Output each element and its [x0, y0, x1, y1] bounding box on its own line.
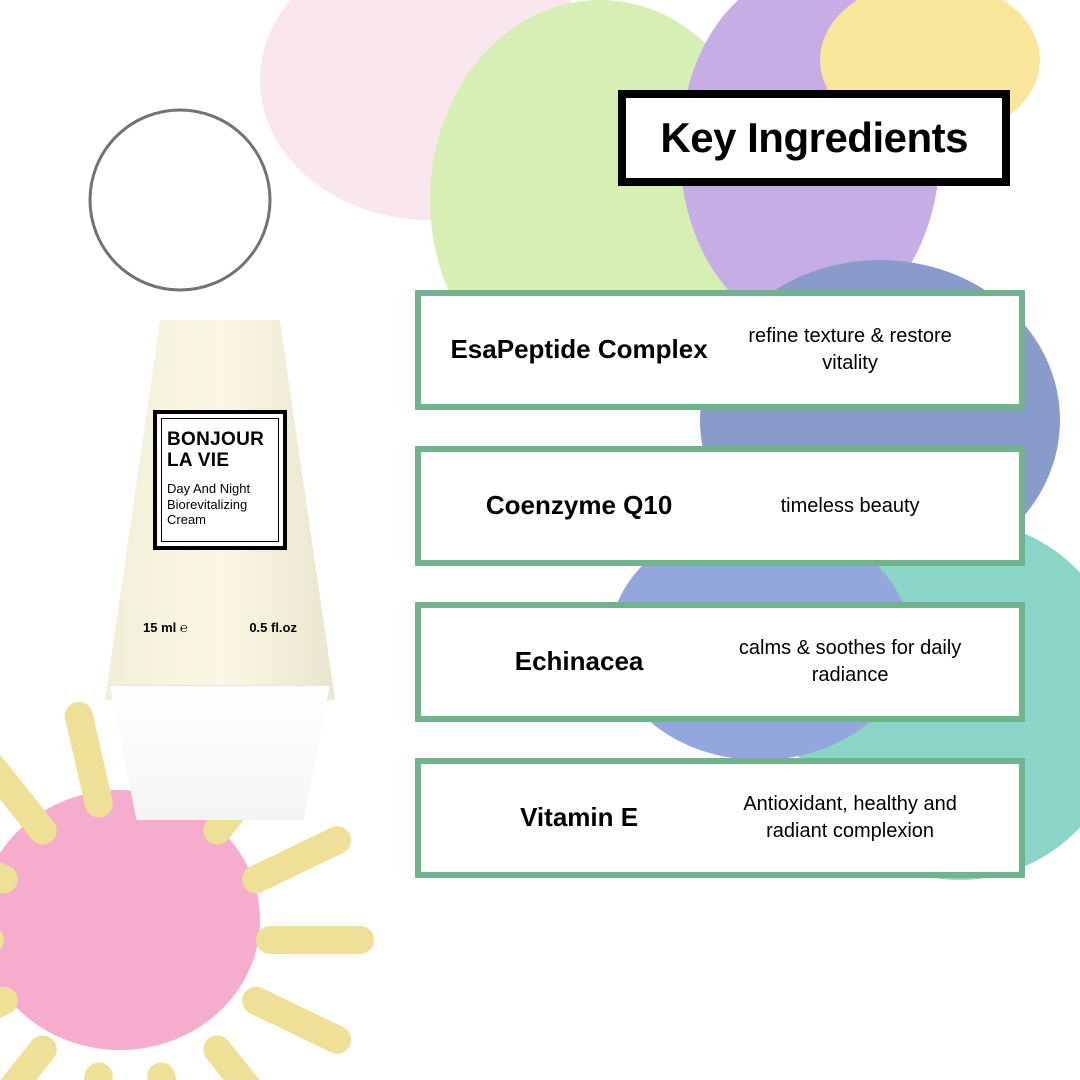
size-ml: 15 ml ℮	[143, 620, 188, 635]
page-title: Key Ingredients	[660, 114, 968, 162]
title-box: Key Ingredients	[618, 90, 1010, 186]
brand-line-2: LA VIE	[167, 450, 229, 471]
ingredient-card: Coenzyme Q10timeless beauty	[415, 446, 1025, 566]
ingredient-description: calms & soothes for daily radiance	[709, 635, 991, 689]
size-floz: 0.5 fl.oz	[249, 620, 297, 635]
brand-line-1: BONJOUR	[167, 429, 264, 450]
ingredient-description: refine texture & restore vitality	[709, 323, 991, 377]
ingredient-card: Vitamin EAntioxidant, healthy and radian…	[415, 758, 1025, 878]
ingredient-cards: EsaPeptide Complexrefine texture & resto…	[415, 290, 1025, 878]
ingredient-name: Vitamin E	[449, 803, 709, 833]
product-label-box: BONJOUR LA VIE Day And Night Biorevitali…	[153, 410, 287, 550]
product-sizes: 15 ml ℮ 0.5 fl.oz	[143, 620, 297, 635]
product-brand: BONJOUR LA VIE	[167, 430, 273, 471]
ingredient-name: EsaPeptide Complex	[449, 335, 709, 365]
ingredient-card: EsaPeptide Complexrefine texture & resto…	[415, 290, 1025, 410]
ingredient-card: Echinaceacalms & soothes for daily radia…	[415, 602, 1025, 722]
ingredient-name: Echinacea	[449, 647, 709, 677]
product-tube-cap	[110, 685, 330, 820]
ingredient-description: timeless beauty	[709, 493, 991, 520]
product-description: Day And Night Biorevitalizing Cream	[167, 481, 273, 528]
ingredient-description: Antioxidant, healthy and radiant complex…	[709, 791, 991, 845]
product-image: BONJOUR LA VIE Day And Night Biorevitali…	[105, 320, 335, 820]
ingredient-name: Coenzyme Q10	[449, 491, 709, 521]
